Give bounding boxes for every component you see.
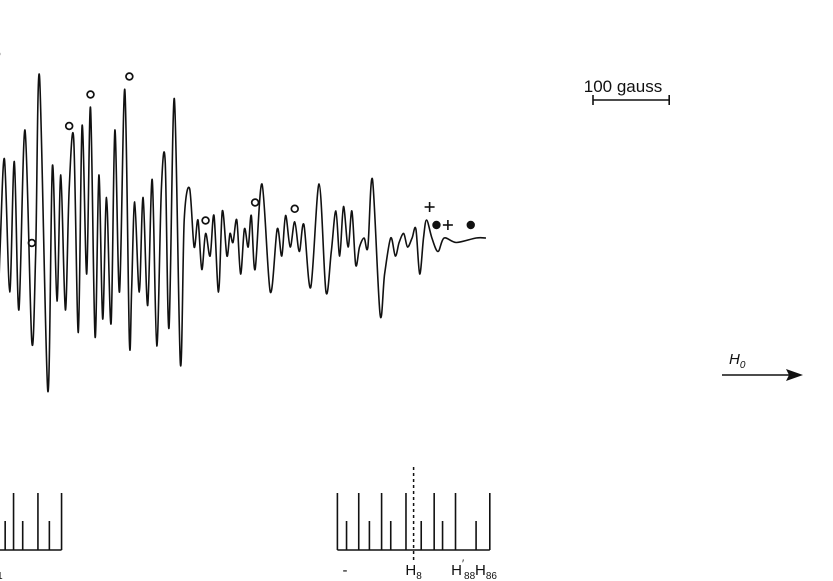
open-circle-marker [64, 121, 74, 131]
open-circle-marker [86, 90, 95, 99]
field-arrow-head-icon [786, 369, 803, 381]
filled-circle-marker [432, 220, 441, 230]
field-arrow-label: H0 [729, 351, 746, 371]
spectrum-trace-layer [0, 73, 487, 392]
plus-marker [424, 202, 435, 212]
field-direction-arrow: H0 [722, 351, 803, 381]
open-circle-marker [250, 198, 260, 207]
stick-label: H86 [475, 562, 497, 581]
spectrum-line [0, 73, 487, 392]
open-circle-marker [27, 238, 37, 248]
peak-marker-layer [0, 52, 475, 248]
open-circle-marker [125, 72, 134, 81]
scale-bar: 100 gauss [584, 77, 671, 105]
filled-circle-marker [466, 220, 475, 230]
open-circle-marker [290, 204, 299, 214]
stick-label: H1 [0, 562, 3, 581]
scale-bar-label: 100 gauss [584, 77, 662, 96]
stick-spectrum-2: - H8 H′88 H86 [336, 465, 497, 581]
stick-label: H8 [405, 562, 422, 581]
stick-spectrum-1: H11H′11H1 [0, 493, 63, 581]
plus-marker [442, 220, 453, 230]
open-circle-marker [201, 216, 210, 225]
stick-label: - [343, 562, 348, 579]
stick-label: H′88 [451, 558, 475, 581]
